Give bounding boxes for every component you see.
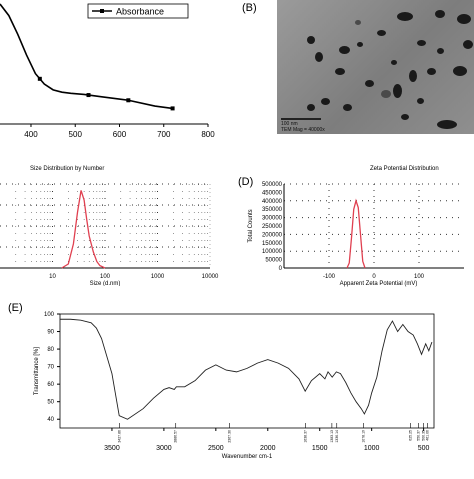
y-tick-label: 80: [47, 347, 54, 353]
y-tick-label: 90: [47, 330, 54, 336]
x-tick-label: 1000: [151, 274, 165, 280]
tem-image: 100 nm TEM Mag = 40000x: [277, 0, 474, 134]
zeta-potential-panel: Zeta Potential Distribution 0 50000 100000 1…: [244, 158, 474, 298]
zeta-potential-line: [346, 198, 366, 269]
x-tick-label: 500: [418, 445, 430, 452]
tem-caption-mag: TEM Mag = 40000x: [281, 127, 325, 133]
legend-box: [87, 3, 189, 19]
absorbance-marker: [126, 98, 131, 103]
plot-frame: [59, 313, 435, 429]
y-tick-label: 250000: [262, 224, 283, 230]
y-tick-label: 50000: [265, 258, 282, 264]
x-tick-label: 100: [100, 274, 111, 280]
y-axis-label: Total Counts: [248, 209, 254, 242]
peak-label: 1336.14: [335, 430, 339, 443]
peak-label: 461.06: [426, 430, 430, 441]
y-tick-label: 300000: [262, 216, 283, 222]
peak-label: 500.35: [422, 430, 426, 441]
panel-label-d: (D): [238, 176, 254, 188]
absorbance-line: [0, 3, 173, 110]
y-tick-label: 40: [47, 417, 54, 423]
y-axis-label: Transmittance [%]: [34, 347, 40, 395]
absorbance-panel: 400500600700800Wavelength (nm)Absorbance: [0, 0, 220, 151]
x-tick-label: 1500: [312, 445, 328, 452]
x-tick-label: 500: [69, 130, 83, 139]
x-tick-label: 700: [157, 130, 171, 139]
y-tick-label: 70: [47, 365, 54, 371]
y-tick-label: 350000: [262, 207, 283, 213]
absorbance-chart: 400500600700800Wavelength (nm)Absorbance: [0, 3, 215, 151]
x-tick-label: -100: [323, 274, 336, 280]
x-axis-label: Size (d.nm): [90, 281, 121, 286]
peak-label: 2367.30: [228, 430, 232, 443]
x-tick-label: 3500: [104, 445, 120, 452]
x-tick-label: 1000: [364, 445, 380, 452]
y-tick-label: 150000: [262, 241, 283, 247]
size-distribution-chart: Size Distribution by Number 10 100 1000 1000…: [0, 166, 219, 287]
x-tick-label: 2000: [260, 445, 276, 452]
y-tick-label: 450000: [262, 190, 283, 196]
y-tick-label: 0: [279, 266, 283, 272]
scale-bar: [281, 118, 321, 120]
panel-label-b: (B): [242, 2, 257, 14]
absorbance-marker: [170, 106, 175, 111]
x-tick-label: 10: [49, 274, 56, 280]
peak-label: 3427.86: [118, 430, 122, 443]
tem-caption-scale: 100 nm: [281, 121, 298, 127]
y-tick-label: 60: [47, 382, 54, 388]
x-tick-label: 100: [414, 274, 425, 280]
absorbance-marker: [86, 93, 91, 98]
peak-label: 2886.57: [174, 430, 178, 443]
x-axis-label: Wavenumber cm-1: [222, 454, 273, 460]
x-tick-label: 0: [372, 274, 376, 280]
x-tick-label: 2500: [208, 445, 224, 452]
x-tick-label: 10000: [202, 274, 219, 280]
peak-label: 1383.13: [330, 430, 334, 443]
panel-label-e: (E): [8, 302, 23, 314]
size-distribution-panel: Size Distribution by Number 10 100 1000 1000…: [0, 158, 230, 287]
y-tick-label: 200000: [262, 232, 283, 238]
x-tick-label: 600: [113, 130, 127, 139]
size-distribution-line: [61, 190, 106, 269]
x-tick-label: 3000: [156, 445, 172, 452]
y-tick-label: 500000: [262, 182, 283, 188]
legend-label: Absorbance: [116, 7, 164, 17]
chart-title: Zeta Potential Distribution: [370, 166, 439, 172]
legend-marker: [100, 9, 104, 13]
ftir-panel: 40 50 60 70 80 90 100 3500 3000 2500 2000 1500 1000 5…: [0, 300, 474, 474]
x-axis-label: Apparent Zeta Potential (mV): [340, 281, 418, 287]
absorbance-marker: [37, 76, 42, 81]
ftir-line: [60, 318, 433, 420]
y-tick-label: 100000: [262, 249, 283, 255]
peak-label: 1638.37: [303, 430, 307, 443]
peak-label: 625.25: [409, 430, 413, 441]
y-tick-label: 50: [47, 400, 54, 406]
y-tick-label: 400000: [262, 199, 283, 205]
peak-label: 1078.19: [362, 430, 366, 443]
chart-title: Size Distribution by Number: [30, 166, 104, 172]
ftir-chart: 40 50 60 70 80 90 100 3500 3000 2500 2000 1500 1000 5…: [34, 312, 435, 460]
peak-label: 550.37: [416, 430, 420, 441]
y-tick-label: 100: [44, 312, 55, 318]
zeta-potential-chart: Zeta Potential Distribution 0 50000 100000 1…: [248, 166, 464, 287]
x-tick-label: 800: [201, 130, 215, 139]
x-tick-label: 400: [24, 130, 38, 139]
